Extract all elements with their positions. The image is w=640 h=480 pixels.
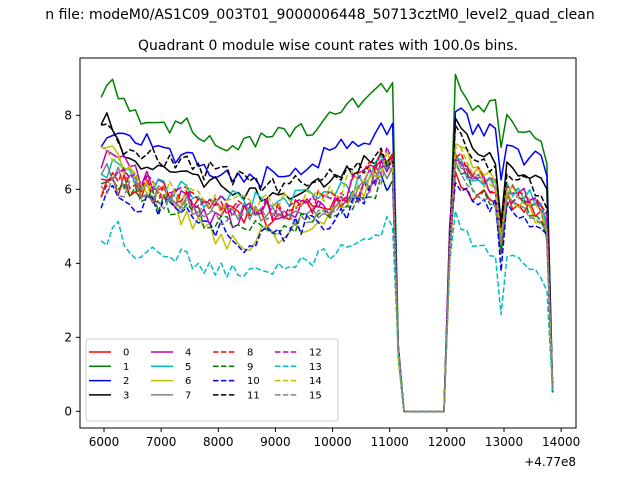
series-line-13: [100, 210, 554, 413]
legend-label: 0: [123, 348, 129, 359]
x-tick-label: 12000: [428, 435, 466, 449]
y-tick-label: 2: [64, 330, 72, 344]
axes-frame: [79, 57, 577, 429]
chart-suptitle: n file: modeM0/AS1C09_003T01_9000006448_…: [45, 7, 594, 23]
y-axis: 0 2 4 6 8: [64, 108, 80, 418]
x-tick-label: 14000: [542, 435, 580, 449]
series-line-7: [100, 152, 554, 413]
legend-label: 10: [247, 376, 260, 387]
y-tick-label: 4: [64, 256, 72, 270]
legend-label: 7: [185, 390, 191, 401]
legend-label: 14: [309, 376, 322, 387]
x-axis: 6000 7000 8000 9000 10000 11000 12000 13000 1400…: [89, 428, 580, 449]
series-line-10: [100, 173, 554, 413]
y-tick-label: 0: [64, 404, 72, 418]
series-line-15: [100, 159, 554, 413]
series-line-14: [100, 145, 554, 413]
legend-label: 9: [247, 362, 253, 373]
legend-label: 12: [309, 348, 322, 359]
legend-frame: [85, 338, 339, 422]
x-tick-label: 10000: [313, 435, 351, 449]
series-line-12: [100, 146, 554, 413]
x-tick-label: 9000: [260, 435, 291, 449]
legend-label: 13: [309, 362, 322, 373]
series-line-3: [100, 112, 554, 413]
legend-label: 5: [185, 362, 191, 373]
legend-label: 1: [123, 362, 129, 373]
series-line-2: [100, 107, 554, 413]
y-tick-label: 6: [64, 182, 72, 196]
x-offset-label: +4.77e8: [524, 455, 576, 469]
legend-label: 15: [309, 390, 322, 401]
x-tick-label: 13000: [485, 435, 523, 449]
y-tick-label: 8: [64, 108, 72, 122]
chart-title: Quadrant 0 module wise count rates with …: [138, 38, 518, 54]
plot-area: [100, 73, 554, 413]
legend-label: 6: [185, 376, 191, 387]
series-line-1: [100, 73, 554, 413]
series-line-11: [100, 123, 554, 413]
x-tick-label: 8000: [203, 435, 234, 449]
legend-label: 8: [247, 348, 253, 359]
legend-label: 11: [247, 390, 260, 401]
x-tick-label: 7000: [146, 435, 177, 449]
x-tick-label: 6000: [89, 435, 120, 449]
x-tick-label: 11000: [371, 435, 409, 449]
series-line-6: [101, 143, 554, 413]
legend-label: 3: [123, 390, 129, 401]
legend-label: 4: [185, 348, 191, 359]
legend-label: 2: [123, 376, 129, 387]
